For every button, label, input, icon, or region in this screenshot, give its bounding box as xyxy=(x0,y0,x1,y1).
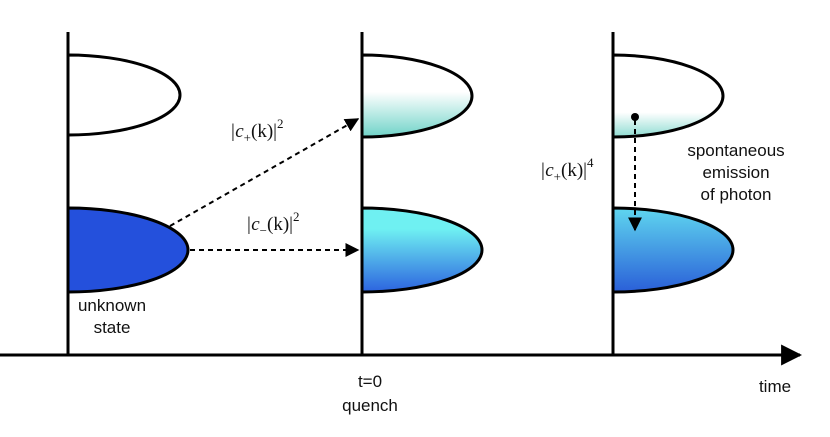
label: unknown xyxy=(78,296,146,315)
coefficient: |c−(k)|2 xyxy=(246,209,299,238)
label: of photon xyxy=(701,185,772,204)
label: state xyxy=(94,318,131,337)
coefficient: |c+(k)|4 xyxy=(540,155,594,184)
label: spontaneous xyxy=(687,141,784,160)
label: quench xyxy=(342,396,398,415)
coefficient-sub: + xyxy=(554,169,561,184)
upper-level xyxy=(611,53,725,139)
coefficient-post: (k)| xyxy=(561,160,587,181)
coefficient-pre: |c xyxy=(246,214,260,235)
emission-start xyxy=(631,113,639,121)
coefficient-sup: 4 xyxy=(587,155,594,170)
coefficient-pre: |c xyxy=(540,160,554,181)
lower-level xyxy=(66,206,190,294)
coefficient-post: (k)| xyxy=(251,121,277,142)
lower-level xyxy=(360,206,484,294)
coefficient-sup: 2 xyxy=(277,116,284,131)
coefficient: |c+(k)|2 xyxy=(230,116,283,145)
upper-level xyxy=(66,53,182,137)
axis-label: time xyxy=(759,377,791,396)
lower-level xyxy=(611,206,735,294)
label: t=0 xyxy=(358,372,382,391)
coefficient-sub: + xyxy=(244,130,251,145)
coefficient-post: (k)| xyxy=(267,214,293,235)
upper-level xyxy=(360,53,474,139)
label: emission xyxy=(702,163,769,182)
coefficient-pre: |c xyxy=(230,121,244,142)
coefficient-sub: − xyxy=(260,223,267,238)
coefficient-labels: |c+(k)|2|c−(k)|2|c+(k)|4 xyxy=(230,116,594,238)
coefficient-sup: 2 xyxy=(293,209,300,224)
transition-arrow xyxy=(169,118,360,227)
